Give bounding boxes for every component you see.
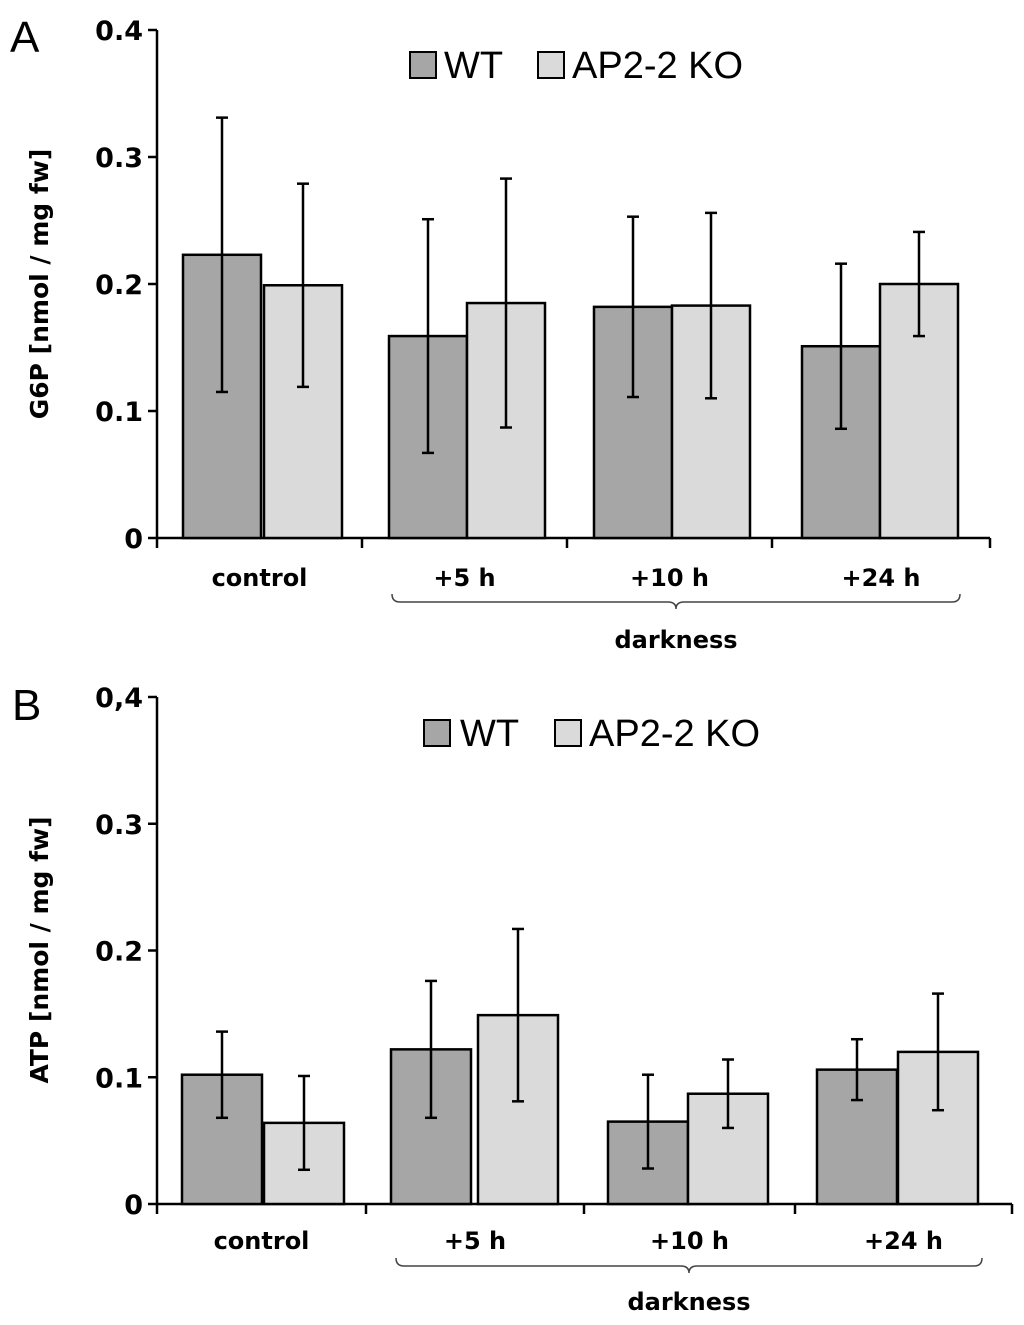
group-label-darkness: darkness <box>627 1288 750 1316</box>
y-tick-label: 0.3 <box>95 810 143 841</box>
y-axis-title: ATP [nmol / mg fw] <box>25 816 54 1083</box>
y-tick-label: 0 <box>124 524 143 555</box>
panel-b: B ATP [nmol / mg fw] 0 0.1 0.2 0.3 0,4 control +… <box>12 681 1014 1316</box>
darkness-bracket <box>391 593 961 610</box>
legend-label-ko: AP2-2 KO <box>572 45 743 87</box>
category-label: +24 h <box>842 564 921 592</box>
legend-swatch-wt <box>409 51 437 79</box>
legend-swatch-wt <box>423 719 451 747</box>
legend-swatch-ko <box>537 51 565 79</box>
y-tick-label: 0.1 <box>95 1063 143 1094</box>
legend-swatch-ko <box>554 719 582 747</box>
legend-label-wt: WT <box>460 713 519 755</box>
y-tick-label: 0.3 <box>95 143 143 174</box>
legend-label-wt: WT <box>444 45 503 87</box>
category-label: +5 h <box>433 564 495 592</box>
y-axis-title: G6P [nmol / mg fw] <box>25 149 54 420</box>
category-label: +10 h <box>650 1227 729 1255</box>
panel-letter: B <box>12 681 41 730</box>
category-label: control <box>214 1227 310 1255</box>
category-label: +24 h <box>864 1227 943 1255</box>
y-tick-label: 0.2 <box>95 937 143 968</box>
darkness-bracket <box>395 1257 983 1274</box>
legend-label-ko: AP2-2 KO <box>589 713 760 755</box>
y-tick-label: 0,4 <box>95 683 143 714</box>
group-label-darkness: darkness <box>614 626 737 654</box>
y-tick-label: 0.4 <box>95 16 143 47</box>
panel-letter: A <box>10 13 40 62</box>
panel-a: A G6P [nmol / mg fw] 0 0.1 0.2 0.3 0.4 control +… <box>10 13 992 654</box>
category-label: control <box>212 564 308 592</box>
category-label: +10 h <box>630 564 709 592</box>
y-tick-label: 0 <box>124 1190 143 1221</box>
y-tick-label: 0.2 <box>95 270 143 301</box>
y-tick-label: 0.1 <box>95 397 143 428</box>
category-label: +5 h <box>444 1227 506 1255</box>
